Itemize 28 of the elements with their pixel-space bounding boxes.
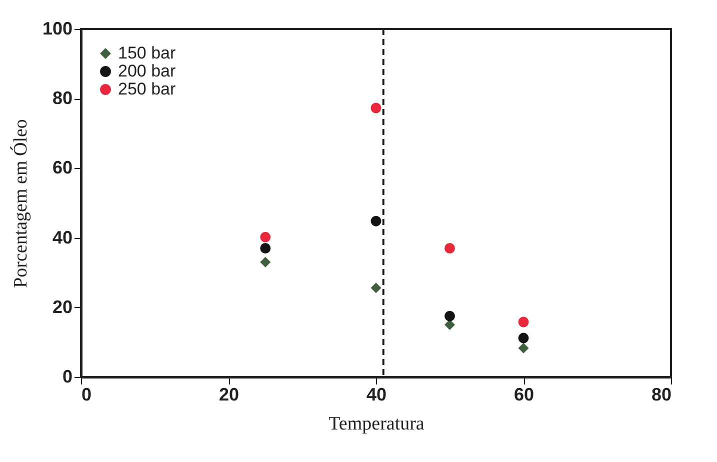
point <box>444 310 455 322</box>
x-tick-label: 80 <box>651 384 672 404</box>
point <box>260 232 271 242</box>
y-tick-label: 60 <box>52 158 72 178</box>
y-tick-label: 100 <box>42 18 72 38</box>
y-tick-label: 80 <box>52 88 72 108</box>
point <box>518 332 529 344</box>
y-tick-label: 40 <box>52 227 72 248</box>
point <box>370 216 382 226</box>
legend-label: 200 bar <box>118 62 176 80</box>
point <box>518 342 529 354</box>
x-tick-label: 60 <box>514 384 534 404</box>
point <box>518 316 529 328</box>
point <box>260 256 271 268</box>
point <box>370 282 382 294</box>
x-axis-title: Temperatura <box>328 414 425 434</box>
legend-label: 250 bar <box>118 80 176 98</box>
y-tick-label: 0 <box>62 366 72 386</box>
y-axis-title: Porcentagem em Óleo <box>9 119 32 288</box>
point <box>444 243 455 254</box>
point <box>260 243 271 254</box>
x-tick-label: 0 <box>82 384 92 404</box>
x-tick-label: 20 <box>218 384 240 404</box>
y-tick-label: 20 <box>52 296 72 317</box>
point <box>370 102 382 114</box>
legend-label: 150 bar <box>118 44 176 62</box>
x-tick-label: 40 <box>366 384 387 404</box>
point <box>444 320 455 330</box>
